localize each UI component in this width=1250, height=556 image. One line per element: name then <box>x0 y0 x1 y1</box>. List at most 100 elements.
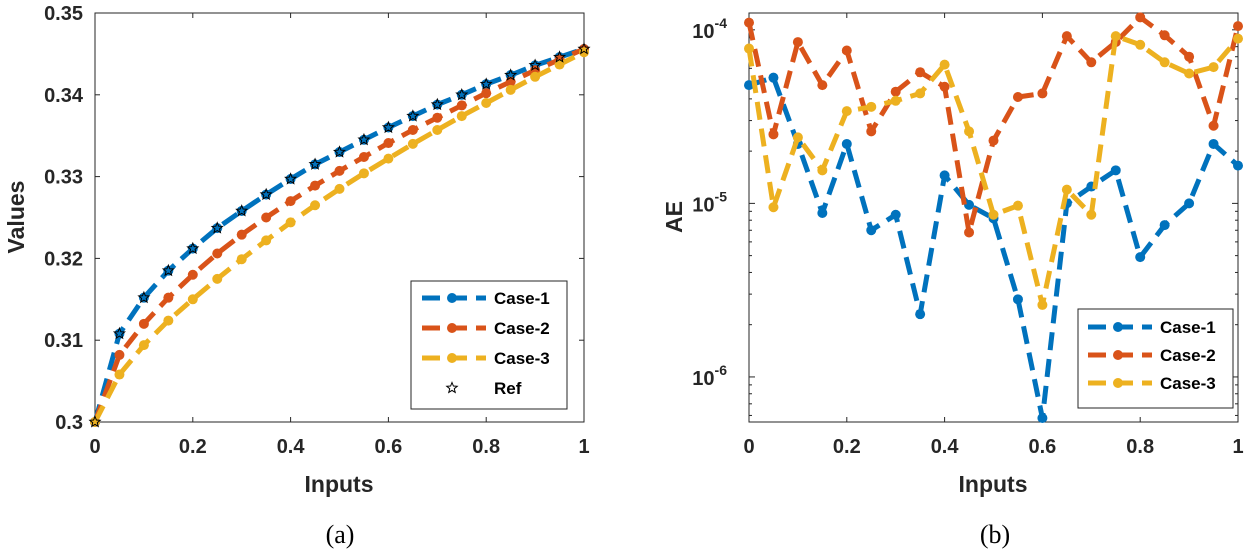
panel-b-point-case-2 <box>1208 120 1219 131</box>
panel-b-point-case-1 <box>866 225 877 236</box>
panel-a-ref-star-point <box>577 42 591 55</box>
panel-b-point-case-1 <box>964 199 975 210</box>
panel-b-point-case-3 <box>1110 31 1121 42</box>
panel-a-ref-star-point <box>381 120 395 134</box>
panel-b-point-case-1 <box>1110 165 1121 176</box>
panel-b-point-case-3 <box>744 43 754 54</box>
panel-a-legend: Case-1 Case-2 Case-3 Ref <box>410 280 568 410</box>
panel-a-point-case-3 <box>505 84 516 95</box>
panel-a-caption: (a) <box>326 520 355 549</box>
panel-b-y-axis-label: AE <box>661 201 687 233</box>
panel-b-y-tick-label: 10-6 <box>692 362 727 390</box>
panel-b-x-tick-label: 0.2 <box>833 436 861 458</box>
legend-marker-case-2 <box>1113 350 1123 360</box>
panel-a-x-tick-label: 0.8 <box>472 436 500 458</box>
panel-b-point-case-3 <box>988 209 999 220</box>
panel-b-point-case-2 <box>1135 12 1146 23</box>
panel-b-point-case-1 <box>1208 138 1219 149</box>
panel-a-point-case-2 <box>187 269 198 280</box>
panel-a-y-tick-label: 0.34 <box>44 85 84 107</box>
panel-a-point-case-2 <box>334 165 345 176</box>
panel-a-point-case-2 <box>212 248 223 259</box>
panel-b-point-case-3 <box>866 101 877 112</box>
panel-b-point-case-1 <box>1233 160 1243 171</box>
panel-b-ae-chart: 0 0.2 0.4 0.6 0.8 1 10-6 10-5 10-4 Inputs AE Cas… <box>661 12 1244 549</box>
panel-a-series-line-case-3 <box>92 50 586 424</box>
panel-a-x-tick-label: 0 <box>89 436 100 458</box>
legend-marker-case-1 <box>1113 322 1123 332</box>
panel-b-point-case-1 <box>1012 294 1023 305</box>
panel-a-point-case-3 <box>432 124 443 135</box>
panel-a-ref-star-point <box>430 97 444 111</box>
panel-a-point-case-3 <box>310 200 321 211</box>
legend-label-ref: Ref <box>494 379 522 398</box>
legend-marker-case-3 <box>1113 378 1123 388</box>
panel-b-point-case-3 <box>1012 200 1023 211</box>
panel-b-legend: Case-1 Case-2 Case-3 <box>1077 308 1234 409</box>
panel-a-ref-star-point <box>332 145 347 158</box>
panel-b-point-case-3 <box>1135 39 1146 50</box>
panel-a-values-chart: 0 0.2 0.4 0.6 0.8 1 0.3 0.31 0.32 0.33 0.34 0.35 In… <box>3 3 591 549</box>
panel-b-point-case-2 <box>768 129 779 140</box>
panel-b-point-case-2 <box>1061 31 1072 42</box>
panel-a-ref-star-point <box>455 87 469 101</box>
panel-b-point-case-2 <box>841 45 852 56</box>
panel-a-x-axis-label: Inputs <box>305 471 374 497</box>
panel-a-ref-star-point <box>528 58 542 71</box>
panel-a-y-tick-label: 0.32 <box>44 248 83 270</box>
legend-label-case-3: Case-3 <box>1160 374 1216 393</box>
panel-b-point-case-2 <box>939 81 950 92</box>
panel-b-point-case-2 <box>1086 57 1097 68</box>
panel-b-y-tick-label: 10-4 <box>692 15 727 43</box>
panel-a-point-case-3 <box>138 340 149 351</box>
panel-b-x-tick-label: 1 <box>1232 436 1243 458</box>
panel-a-x-tick-label: 0.6 <box>374 436 402 458</box>
panel-a-point-case-2 <box>236 229 247 240</box>
panel-a-ref-star-point <box>186 241 200 255</box>
panel-b-point-case-3 <box>768 202 779 213</box>
panel-a-ref-star-point <box>284 172 298 185</box>
legend-label-case-3: Case-3 <box>494 349 550 368</box>
panel-b-point-case-2 <box>792 37 803 48</box>
panel-b-point-case-2 <box>744 17 754 28</box>
panel-b-point-case-3 <box>1233 33 1243 44</box>
panel-b-y-tick-label: 10-5 <box>692 188 727 216</box>
panel-b-point-case-3 <box>841 106 852 117</box>
panel-b-point-case-3 <box>1061 184 1072 195</box>
panel-a-point-case-2 <box>432 112 443 123</box>
panel-a-x-tick-label: 1 <box>578 436 589 458</box>
panel-a-ref-star-point <box>137 290 151 304</box>
panel-a-y-tick-label: 0.31 <box>44 330 83 352</box>
panel-a-point-case-3 <box>554 59 565 70</box>
legend-marker-case-3 <box>447 353 457 363</box>
panel-b-point-case-2 <box>915 67 926 78</box>
panel-b-point-case-3 <box>1159 57 1170 68</box>
panel-a-point-case-2 <box>407 124 418 135</box>
panel-b-point-case-2 <box>1012 92 1023 103</box>
panel-b-point-case-1 <box>841 138 852 149</box>
panel-b-point-case-1 <box>1037 412 1048 423</box>
panel-a-legend-box <box>410 280 568 410</box>
panel-a-ref-star-point <box>504 68 518 81</box>
panel-b-point-case-1 <box>1135 252 1146 263</box>
legend-marker-case-1 <box>447 293 457 303</box>
panel-a-ref-star-point <box>88 415 102 428</box>
legend-label-case-1: Case-1 <box>1160 318 1216 337</box>
legend-label-case-1: Case-1 <box>494 289 550 308</box>
panel-b-x-tick-label: 0.6 <box>1028 436 1056 458</box>
panel-a-point-case-2 <box>310 180 321 191</box>
legend-label-case-2: Case-2 <box>1160 346 1216 365</box>
panel-a-x-tick-label: 0.2 <box>179 436 207 458</box>
panel-b-point-case-1 <box>817 208 828 219</box>
panel-a-ref-star-point <box>479 77 493 90</box>
panel-b-x-tick-label: 0.8 <box>1126 436 1154 458</box>
panel-b-point-case-2 <box>866 126 877 137</box>
panel-a-ref-star-point <box>308 157 322 170</box>
panel-a-point-case-2 <box>285 196 296 207</box>
panel-b-point-case-3 <box>939 59 950 70</box>
panel-b-point-case-3 <box>1037 299 1048 310</box>
legend-marker-case-2 <box>447 323 457 333</box>
panel-a-point-case-3 <box>383 153 394 164</box>
panel-a-point-case-3 <box>187 294 198 305</box>
